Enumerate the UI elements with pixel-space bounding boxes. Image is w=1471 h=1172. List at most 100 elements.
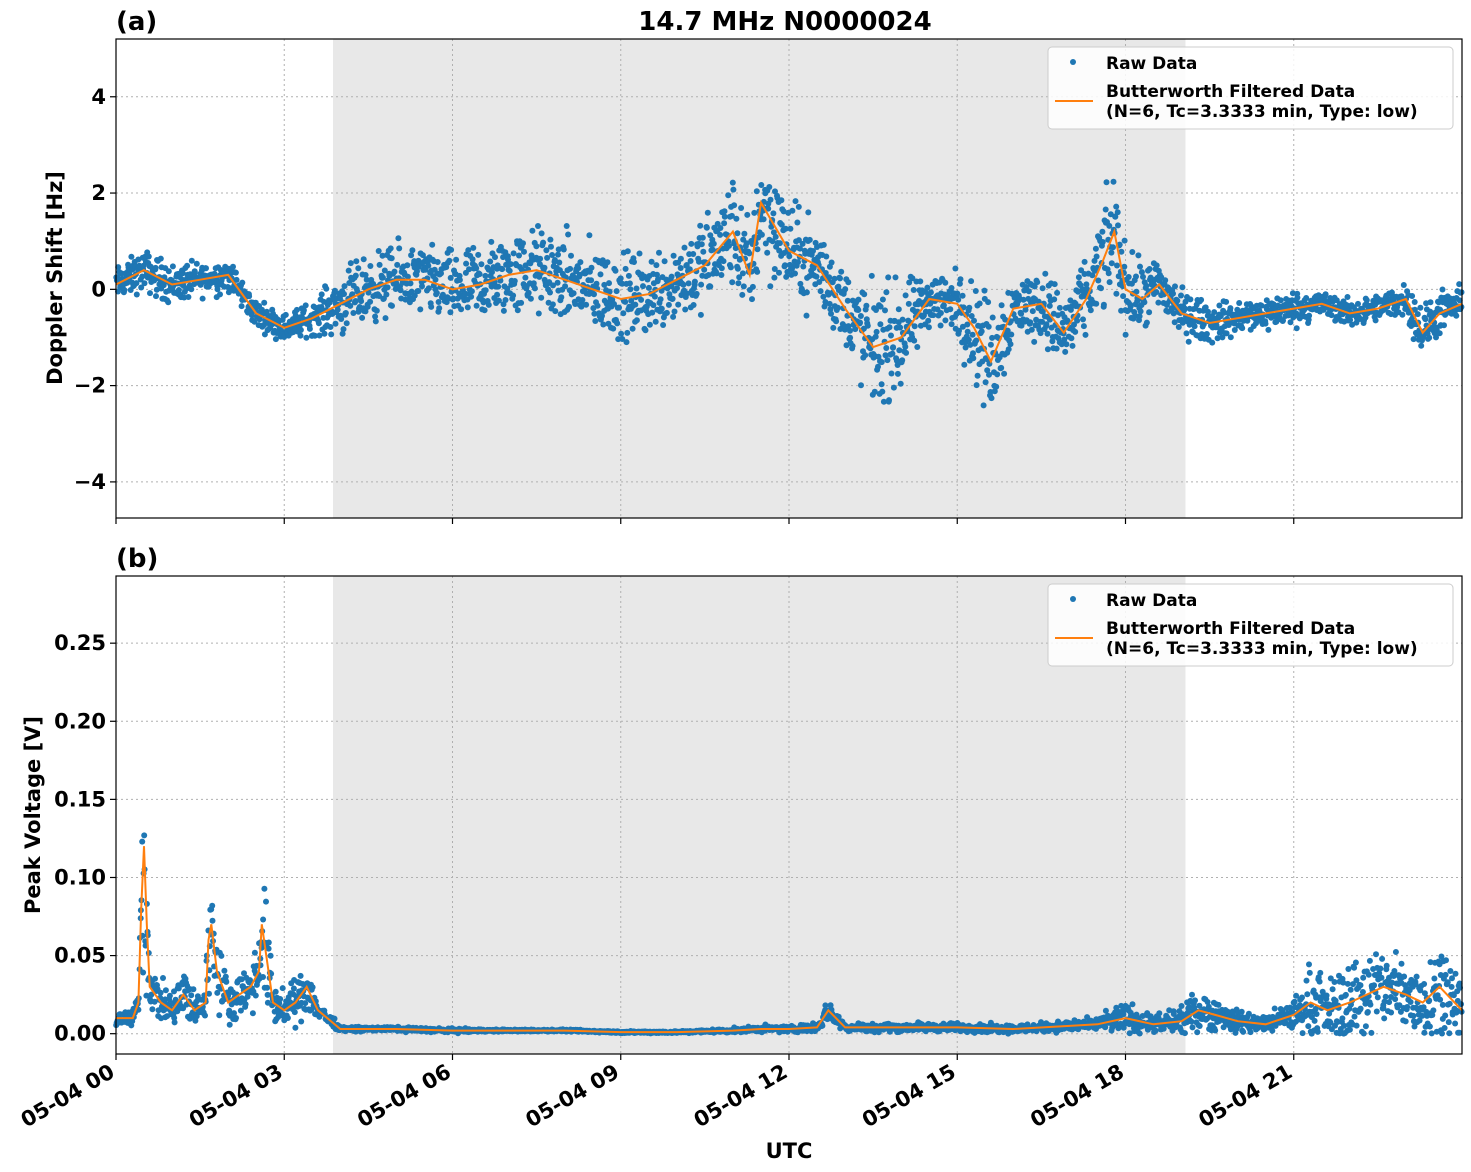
raw-data-point: [858, 382, 864, 389]
raw-data-point: [883, 289, 890, 296]
raw-data-point: [733, 215, 740, 222]
raw-data-point: [499, 266, 506, 273]
raw-data-point: [942, 317, 949, 324]
raw-data-point: [765, 205, 772, 212]
raw-data-point: [297, 972, 304, 979]
raw-data-point: [690, 302, 697, 308]
raw-data-point: [1215, 1001, 1222, 1008]
raw-data-point: [1025, 288, 1032, 295]
raw-data-point: [169, 263, 176, 270]
raw-data-point: [1063, 341, 1070, 348]
raw-data-point: [911, 337, 918, 344]
raw-data-point: [797, 280, 804, 287]
raw-data-point: [713, 270, 720, 277]
figure-title: 14.7 MHz N0000024: [638, 7, 931, 37]
raw-data-point: [988, 395, 995, 402]
raw-data-point: [149, 1006, 156, 1013]
panel-b-label: (b): [116, 544, 158, 574]
raw-data-point: [355, 265, 362, 272]
raw-data-point: [489, 269, 495, 276]
raw-data-point: [133, 280, 140, 287]
raw-data-point: [506, 267, 513, 274]
raw-data-point: [1347, 317, 1354, 323]
raw-data-point: [925, 317, 932, 324]
raw-data-point: [927, 289, 934, 296]
raw-data-point: [1080, 323, 1087, 330]
raw-data-point: [575, 265, 582, 272]
raw-data-point: [837, 275, 843, 282]
raw-data-point: [152, 264, 159, 271]
raw-data-point: [529, 227, 536, 234]
raw-data-point: [1001, 370, 1008, 377]
raw-data-point: [1127, 303, 1134, 310]
raw-data-point: [1005, 346, 1012, 353]
raw-data-point: [238, 976, 245, 983]
raw-data-point: [905, 300, 912, 307]
raw-data-point: [1227, 334, 1234, 341]
raw-data-point: [153, 293, 159, 300]
raw-data-point: [738, 205, 745, 211]
raw-data-point: [261, 331, 268, 338]
raw-data-point: [879, 296, 886, 303]
raw-data-point: [360, 256, 367, 263]
raw-data-point: [879, 388, 886, 395]
raw-data-point: [1110, 178, 1117, 185]
raw-data-point: [473, 302, 480, 309]
raw-data-point: [352, 272, 359, 279]
raw-data-point: [1372, 317, 1379, 324]
raw-data-point: [930, 312, 937, 319]
raw-data-point: [510, 250, 517, 257]
raw-data-point: [682, 306, 689, 313]
raw-data-point: [699, 234, 706, 241]
raw-data-point: [556, 259, 563, 266]
raw-data-point: [902, 343, 909, 350]
raw-data-point: [338, 316, 345, 322]
raw-data-point: [847, 334, 854, 341]
raw-data-point: [827, 306, 834, 313]
raw-data-point: [475, 251, 482, 258]
raw-data-point: [764, 249, 771, 256]
raw-data-point: [1262, 320, 1269, 327]
raw-data-point: [826, 274, 833, 281]
raw-data-point: [233, 1015, 239, 1021]
raw-data-point: [624, 248, 631, 255]
raw-data-point: [128, 253, 135, 260]
raw-data-point: [606, 280, 612, 287]
raw-data-point: [1182, 298, 1189, 305]
raw-data-point: [321, 330, 328, 337]
raw-data-point: [700, 248, 707, 255]
raw-data-point: [740, 283, 747, 290]
raw-data-point: [500, 254, 507, 261]
raw-data-point: [986, 371, 992, 378]
raw-data-point: [968, 313, 975, 319]
raw-data-point: [1223, 330, 1230, 337]
raw-data-point: [379, 274, 386, 281]
raw-data-point: [914, 344, 921, 350]
raw-data-point: [429, 241, 436, 248]
raw-data-point: [980, 402, 987, 409]
raw-data-point: [1271, 1005, 1278, 1012]
raw-data-point: [658, 305, 665, 312]
raw-data-point: [688, 240, 695, 247]
raw-data-point: [544, 254, 551, 261]
raw-data-point: [671, 308, 678, 315]
raw-data-point: [277, 996, 284, 1002]
raw-data-point: [1240, 1028, 1247, 1035]
raw-data-point: [1120, 293, 1127, 300]
raw-data-point: [291, 1009, 298, 1016]
raw-data-point: [1328, 312, 1335, 319]
raw-data-point: [969, 331, 976, 338]
raw-data-point: [1155, 299, 1162, 306]
raw-data-point: [884, 357, 891, 364]
raw-data-point: [244, 993, 251, 1000]
raw-data-point: [206, 990, 212, 997]
raw-data-point: [495, 297, 502, 304]
raw-data-point: [880, 398, 887, 405]
raw-data-point: [568, 252, 574, 259]
raw-data-point: [661, 258, 668, 265]
raw-data-point: [261, 885, 268, 892]
raw-data-point: [383, 291, 390, 298]
raw-data-point: [1293, 325, 1300, 332]
raw-data-point: [485, 301, 492, 308]
